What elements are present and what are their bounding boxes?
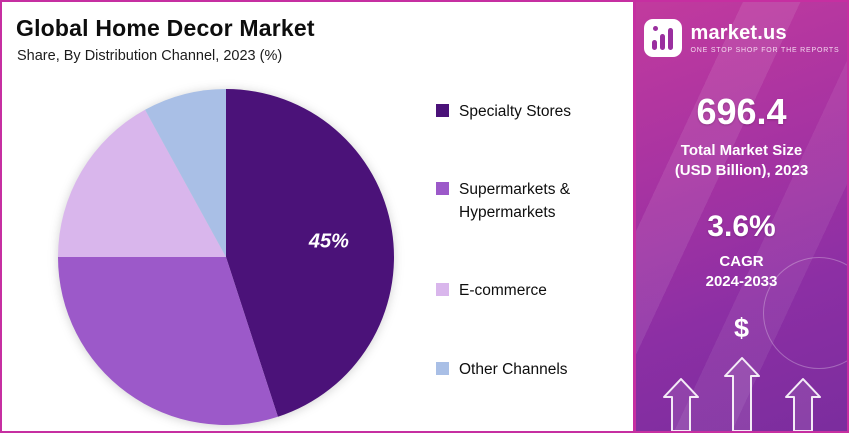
brand-tagline: ONE STOP SHOP FOR THE REPORTS xyxy=(690,47,840,54)
chart-legend: Specialty Stores Supermarkets & Hypermar… xyxy=(436,101,611,381)
brand-sidebar: market.us ONE STOP SHOP FOR THE REPORTS … xyxy=(633,2,847,431)
pie-data-label: 45% xyxy=(308,231,349,253)
marketus-logo-icon xyxy=(643,19,682,57)
legend-label: Supermarkets & Hypermarkets xyxy=(459,181,571,221)
legend-label: Other Channels xyxy=(459,360,568,378)
legend-label: Specialty Stores xyxy=(459,103,571,120)
cagr-label-line1: CAGR xyxy=(719,253,764,270)
pie-chart-svg: 45% xyxy=(58,89,394,425)
pie-chart: 45% xyxy=(55,86,397,428)
pie-slice-2 xyxy=(58,109,226,257)
growth-arrows-icon xyxy=(662,357,821,431)
pie-slice-3 xyxy=(145,89,226,257)
market-size-label-line1: Total Market Size xyxy=(680,142,803,159)
market-size-label-line2: (USD Billion), 2023 xyxy=(674,161,809,179)
brand-name: market.us xyxy=(690,22,787,44)
pie-slice-1 xyxy=(58,257,278,425)
legend-swatch-icon xyxy=(436,182,449,196)
market-size-value: 696.4 xyxy=(696,91,787,132)
legend-item-other-channels: Other Channels xyxy=(436,359,611,381)
page-subtitle: Share, By Distribution Channel, 2023 (%) xyxy=(17,48,283,64)
cagr-label: CAGR 2024-2033 xyxy=(706,252,778,291)
brand-logo: market.us ONE STOP SHOP FOR THE REPORTS xyxy=(643,19,840,57)
page-title: Global Home Decor Market xyxy=(16,15,315,41)
legend-swatch-icon xyxy=(436,361,449,375)
cagr-value: 3.6% xyxy=(707,210,776,243)
pie-slice-0 xyxy=(226,89,394,417)
dollar-icon: $ xyxy=(733,313,750,343)
legend-item-supermarkets-hypermarkets: Supermarkets & Hypermarkets xyxy=(436,179,611,224)
legend-item-specialty-stores: Specialty Stores xyxy=(436,101,611,123)
legend-item-ecommerce: E-commerce xyxy=(436,280,611,302)
brand-text: market.us ONE STOP SHOP FOR THE REPORTS xyxy=(691,22,840,54)
cagr-label-line2: 2024-2033 xyxy=(705,272,778,290)
legend-label: E-commerce xyxy=(459,282,547,300)
legend-swatch-icon xyxy=(436,104,449,117)
chart-panel: Global Home Decor Market Share, By Distr… xyxy=(2,2,633,431)
market-size-label: Total Market Size (USD Billion), 2023 xyxy=(675,141,808,180)
legend-swatch-icon xyxy=(436,283,449,297)
